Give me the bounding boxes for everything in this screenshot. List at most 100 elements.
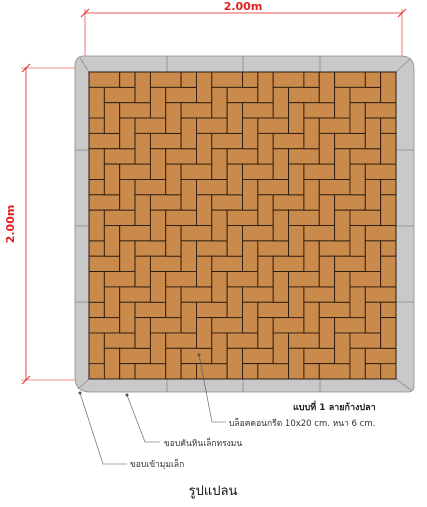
paver-brick-horizontal	[12, 57, 43, 72]
paver-brick-horizontal	[318, 363, 351, 379]
paver-brick-vertical	[364, 117, 382, 150]
curb-joint	[77, 378, 90, 390]
paver-brick-vertical	[319, 11, 334, 42]
paver-brick-vertical	[304, 425, 319, 456]
paver-brick-vertical	[12, 72, 27, 103]
paver-brick-vertical	[381, 11, 396, 42]
paver-brick-vertical	[211, 271, 228, 303]
paver-brick-vertical	[43, 226, 58, 257]
corner-edge-leader-dot	[78, 391, 82, 395]
paver-brick-vertical	[89, 148, 105, 180]
paver-brick-vertical	[74, 11, 89, 42]
paver-brick-vertical	[28, 210, 43, 241]
paver-brick-vertical	[334, 209, 351, 242]
paver-brick-horizontal	[303, 102, 336, 119]
paver-brick-horizontal	[211, 194, 243, 211]
paver-brick-vertical	[150, 26, 165, 57]
paver-brick-horizontal	[134, 117, 167, 134]
paver-brick-vertical	[180, 240, 197, 273]
paver-brick-vertical	[89, 86, 105, 119]
paver-brick-horizontal	[226, 332, 259, 349]
paver-brick-horizontal	[257, 117, 290, 134]
paver-brick-vertical	[212, 394, 227, 425]
paver-brick-horizontal	[166, 26, 197, 41]
paver-brick-vertical	[103, 286, 121, 319]
paver-brick-horizontal	[89, 132, 121, 150]
paver-brick-horizontal	[134, 301, 167, 319]
paver-brick-vertical	[28, 26, 43, 57]
paver-brick-vertical	[272, 148, 290, 180]
paver-brick-vertical	[166, 410, 181, 441]
paver-brick-vertical	[364, 301, 382, 334]
paver-brick-horizontal	[226, 86, 259, 104]
paver-brick-vertical	[349, 163, 366, 196]
plan-caption: รูปแปลน	[189, 484, 238, 499]
paver-brick-vertical	[211, 148, 228, 180]
width-label: 2.00m	[224, 0, 263, 13]
paver-brick-vertical	[89, 271, 105, 303]
paver-brick-horizontal	[272, 72, 305, 88]
paver-brick-horizontal	[227, 456, 258, 471]
paver-brick-vertical	[119, 301, 136, 334]
paver-brick-vertical	[149, 209, 167, 242]
paver-brick-horizontal	[89, 72, 121, 88]
paver-brick-vertical	[396, 26, 411, 57]
paver-brick-horizontal	[103, 209, 136, 226]
paver-brick-vertical	[103, 102, 121, 134]
paver-brick-horizontal	[350, 26, 381, 41]
paver-brick-horizontal	[119, 163, 151, 180]
paver-brick-horizontal	[227, 26, 258, 41]
paver-brick-horizontal	[318, 178, 351, 196]
paver-brick-horizontal	[242, 102, 274, 119]
paver-brick-horizontal	[165, 271, 197, 288]
paver-brick-vertical	[257, 194, 274, 226]
paver-brick-vertical	[211, 209, 228, 242]
paver-brick-horizontal	[243, 471, 274, 486]
paver-brick-vertical	[12, 133, 27, 164]
paver-brick-horizontal	[381, 0, 412, 11]
paver-brick-horizontal	[119, 102, 151, 119]
paver-brick-horizontal	[103, 148, 136, 165]
paver-brick-vertical	[288, 163, 305, 196]
paver-brick-horizontal	[0, 103, 28, 118]
paver-brick-vertical	[258, 11, 273, 42]
paver-brick-vertical	[103, 347, 121, 379]
leaders	[78, 353, 226, 465]
paver-brick-vertical	[226, 163, 243, 196]
paver-brick-horizontal	[211, 72, 243, 88]
paver-brick-horizontal	[364, 347, 396, 365]
paver-brick-vertical	[28, 87, 43, 118]
paver-brick-horizontal	[319, 0, 350, 11]
paver-brick-horizontal	[180, 225, 213, 242]
paver-brick-horizontal	[12, 118, 43, 133]
paver-brick-vertical	[273, 456, 288, 487]
paver-brick-vertical	[380, 317, 396, 349]
paver-brick-horizontal	[364, 102, 396, 119]
paver-brick-vertical	[364, 178, 382, 211]
block-spec-leader-dot	[197, 353, 201, 357]
paver-brick-vertical	[242, 117, 259, 150]
curb-edge-leader-dot	[125, 393, 129, 397]
paver-brick-horizontal	[303, 163, 336, 180]
paver-brick-horizontal	[257, 240, 290, 257]
paver-brick-vertical	[334, 332, 351, 365]
paver-brick-horizontal	[104, 26, 135, 41]
curb-joint	[395, 378, 412, 391]
width-tick-right	[397, 8, 407, 18]
paver-brick-horizontal	[334, 72, 366, 88]
paver-brick-horizontal	[303, 225, 336, 242]
paver-brick-vertical	[272, 332, 290, 365]
curb-joint	[395, 58, 411, 73]
paver-brick-vertical	[242, 240, 259, 273]
paver-brick-vertical	[349, 286, 366, 319]
paver-brick-horizontal	[288, 86, 320, 104]
paver-brick-vertical	[89, 209, 105, 242]
paver-brick-horizontal	[149, 255, 182, 273]
paver-brick-horizontal	[181, 41, 212, 56]
paver-brick-vertical	[43, 164, 58, 195]
paver-brick-vertical	[165, 163, 182, 196]
paver-brick-vertical	[195, 72, 213, 104]
paver-brick-horizontal	[149, 317, 182, 334]
paver-brick-vertical	[180, 117, 197, 150]
